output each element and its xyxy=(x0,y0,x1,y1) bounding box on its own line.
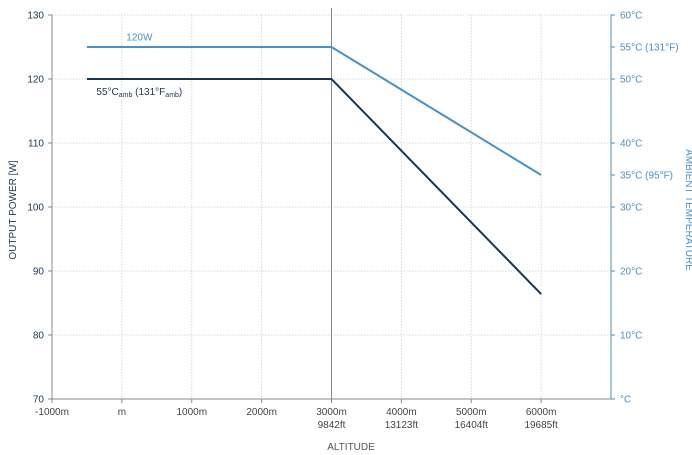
y2-axis-title: AMBIENT TEMPERATURE xyxy=(683,149,692,271)
y-tick-label: 90 xyxy=(33,267,45,278)
y2-tick-label: °C xyxy=(620,395,631,406)
y2-tick-label: 20°C xyxy=(620,267,642,278)
x-tick-label: 3000m xyxy=(316,407,347,418)
x-tick-label: 1000m xyxy=(176,407,207,418)
x-tick-label: 4000m xyxy=(386,407,417,418)
tick-labels: 70 80 90 100 110 120 130 -1000m m 1000m 2000m 3000m… xyxy=(27,11,678,432)
x-tick-label: m xyxy=(118,407,126,418)
y2-tick-label: 60°C xyxy=(620,11,642,22)
y-axis-title: OUTPUT POWER [W] xyxy=(8,160,19,259)
y2-tick-label: 50°C xyxy=(620,75,642,86)
y2-tick-label: 40°C xyxy=(620,139,642,150)
axes xyxy=(48,8,615,403)
y-tick-label: 100 xyxy=(27,203,44,214)
x-axis-title: ALTITUDE xyxy=(327,442,375,453)
x-tick-label: -1000m xyxy=(35,407,69,418)
y2-tick-label: 35°C (95°F) xyxy=(620,171,673,182)
series-line-1 xyxy=(86,78,542,295)
x-tick-label: 2000m xyxy=(246,407,277,418)
series-line-0 xyxy=(86,46,542,176)
x-tick-sublabel: 16404ft xyxy=(455,420,489,431)
x-tick-sublabel: 9842ft xyxy=(318,420,346,431)
x-tick-sublabel: 19685ft xyxy=(524,420,558,431)
y2-tick-label: 55°C (131°F) xyxy=(620,43,679,54)
x-tick-sublabel: 13123ft xyxy=(385,420,419,431)
y-tick-label: 80 xyxy=(33,331,45,342)
ann-end: ) xyxy=(179,87,182,98)
x-tick-label: 5000m xyxy=(456,407,487,418)
y-tick-label: 70 xyxy=(33,395,45,406)
ann-sub2: amb xyxy=(165,92,179,99)
y-tick-label: 120 xyxy=(27,75,44,86)
ann-main: 55°C xyxy=(96,87,118,98)
x-tick-label: 6000m xyxy=(526,407,557,418)
annotation-temperature: 55°Camb (131°Famb) xyxy=(96,87,182,99)
y-tick-label: 110 xyxy=(28,139,44,150)
series-lines xyxy=(86,46,542,295)
y2-tick-label: 10°C xyxy=(620,331,642,342)
ann-sub1: amb xyxy=(119,92,133,99)
y-tick-label: 130 xyxy=(27,11,44,22)
y2-tick-label: 30°C xyxy=(620,203,642,214)
annotation-power: 120W xyxy=(126,33,153,44)
ann-mid: (131°F xyxy=(132,87,165,98)
